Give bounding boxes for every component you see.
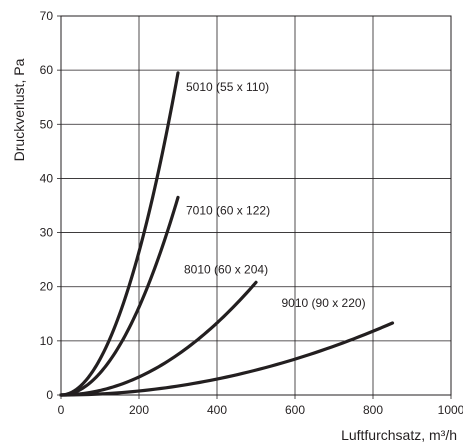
series-label-3: 9010 (90 x 220) [282,296,366,310]
series-curve-0 [59,71,180,397]
series-curve-2 [59,280,258,397]
x-tick-label: 1000 [438,403,463,417]
x-axis-label: Luftfurchsatz, m³/h [341,427,457,443]
y-tick-label: 60 [40,63,54,77]
plot-frame [60,15,452,396]
x-tick-label: 800 [363,403,383,417]
y-tick-label: 20 [40,280,54,294]
y-axis-label: Druckverlust, Pa [11,58,27,161]
y-tick-label: 10 [40,334,54,348]
y-tick-label: 40 [40,171,54,185]
series-label-2: 8010 (60 x 204) [184,262,268,276]
grid [61,16,451,395]
x-tick-label: 200 [129,403,149,417]
x-tick-label: 0 [58,403,65,417]
axis-ticks: 0 200 400 600 800 1000 0 10 20 30 40 50 60 70 [40,9,463,417]
series-label-1: 7010 (60 x 122) [186,203,270,217]
x-tick-label: 600 [285,403,305,417]
y-tick-label: 0 [46,388,53,402]
series-label-0: 5010 (55 x 110) [186,80,269,94]
y-tick-label: 30 [40,226,54,240]
series-labels: 5010 (55 x 110) 7010 (60 x 122) 8010 (60 x… [184,80,366,310]
series-curve-1 [59,195,180,397]
y-tick-label: 70 [40,9,54,23]
series-curves [59,71,395,397]
x-tick-label: 400 [207,403,227,417]
y-tick-label: 50 [40,117,54,131]
series-curve-3 [59,321,395,397]
